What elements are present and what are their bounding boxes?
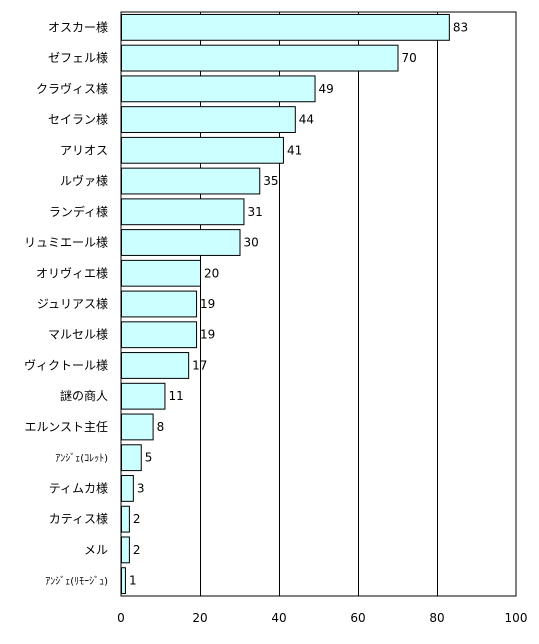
axes: [120, 11, 517, 597]
value-label: 11: [168, 389, 183, 403]
value-label: 1: [129, 574, 137, 588]
category-label: カティス様: [49, 512, 108, 526]
value-label: 44: [299, 113, 314, 127]
category-label: ヴィクトール様: [24, 357, 108, 372]
value-label: 70: [402, 51, 417, 65]
x-tick-label: 60: [350, 611, 365, 625]
category-label: メル: [84, 543, 108, 557]
category-label: マルセル様: [48, 328, 108, 342]
value-label: 19: [200, 328, 215, 342]
value-label: 41: [287, 143, 302, 157]
bar: [121, 444, 142, 472]
x-tick-label: 20: [192, 611, 207, 625]
category-label: クラヴィス様: [36, 81, 108, 96]
bar: [121, 229, 241, 256]
bar: [121, 382, 166, 410]
bar: [121, 475, 134, 502]
bar: [121, 352, 190, 379]
bar: [121, 321, 198, 349]
category-label: ランディ様: [49, 204, 108, 219]
category-label: オリヴィエ様: [36, 265, 108, 280]
category-label: アリオス: [60, 143, 108, 157]
value-label: 35: [263, 174, 278, 188]
category-label: セイラン様: [48, 113, 108, 127]
plot-frame: [120, 11, 517, 597]
bar: [121, 136, 284, 164]
category-label: ｱﾝｼﾞｪ(ｺﾚｯﾄ): [55, 453, 108, 465]
x-tick-label: 80: [429, 611, 444, 625]
category-label: ｱﾝｼﾞｪ(ﾘﾓｰｼﾞｭ): [45, 576, 108, 588]
bar: [121, 505, 130, 533]
bar: [121, 413, 154, 441]
value-label: 83: [453, 20, 468, 34]
value-label: 3: [137, 481, 145, 495]
x-tick-label: 100: [505, 611, 528, 625]
category-label: ジュリアス様: [37, 297, 108, 311]
value-label: 49: [319, 82, 334, 96]
category-label: リュミエール様: [24, 236, 108, 250]
value-label: 2: [133, 543, 141, 557]
bar: [121, 567, 126, 595]
category-label: オスカー様: [48, 20, 108, 34]
value-label: 19: [200, 297, 215, 311]
value-label: 20: [204, 266, 219, 280]
value-label: 17: [192, 358, 207, 372]
bar: [121, 13, 450, 41]
category-label: ゼフェル様: [48, 51, 108, 65]
value-label: 8: [157, 420, 165, 434]
value-label: 5: [145, 451, 153, 465]
value-label: 30: [244, 236, 259, 250]
category-label: エルンスト主任: [24, 420, 108, 434]
bar: [121, 536, 130, 564]
x-tick-label: 40: [271, 611, 286, 625]
category-label: ティムカ様: [49, 481, 108, 495]
value-label: 2: [133, 512, 141, 526]
bar: [121, 44, 399, 72]
bar: [121, 75, 316, 103]
value-label: 31: [247, 205, 262, 219]
bar: [121, 259, 201, 287]
bar: [121, 290, 198, 318]
bars: [121, 13, 450, 595]
category-label: 謎の商人: [60, 388, 108, 403]
bar: [121, 198, 245, 226]
category-label: ルヴァ様: [60, 173, 108, 188]
bar: [121, 167, 261, 195]
bar: [121, 106, 296, 133]
x-tick-label: 0: [117, 611, 125, 625]
